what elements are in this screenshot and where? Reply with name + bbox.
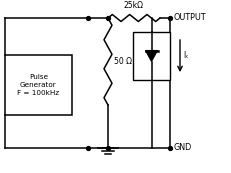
- Polygon shape: [146, 51, 158, 61]
- Text: GND: GND: [174, 143, 192, 153]
- Text: 50 Ω: 50 Ω: [114, 57, 132, 66]
- Text: OUTPUT: OUTPUT: [174, 13, 207, 22]
- Bar: [133, 32, 170, 80]
- Text: 25kΩ: 25kΩ: [124, 1, 144, 10]
- Bar: [5, 55, 72, 115]
- Text: Pulse
Generator
F = 100kHz: Pulse Generator F = 100kHz: [17, 74, 60, 96]
- Text: Iₖ: Iₖ: [183, 52, 188, 61]
